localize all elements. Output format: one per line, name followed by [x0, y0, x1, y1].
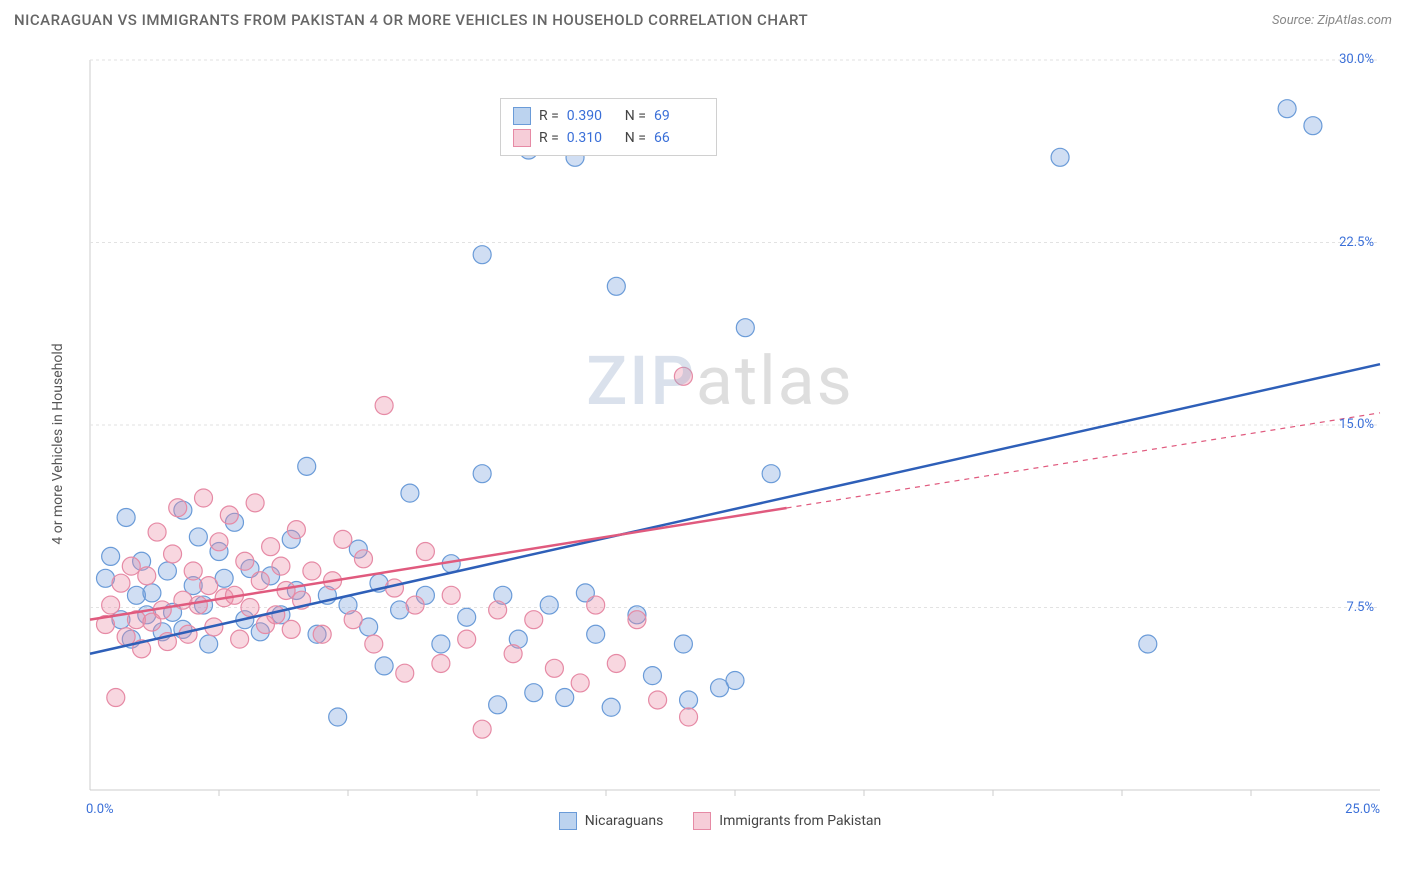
legend-swatch [559, 812, 577, 830]
y-tick-label: 7.5% [1346, 600, 1374, 615]
legend-correlation: R = 0.390 N = 69 R = 0.310 N = 66 [500, 98, 717, 156]
legend-r-value: 0.310 [567, 130, 617, 146]
scatter-chart [50, 50, 1390, 838]
legend-n-value: 69 [654, 108, 704, 124]
x-tick-label: 0.0% [86, 802, 114, 817]
legend-swatch [513, 107, 531, 125]
chart-container: 4 or more Vehicles in Household ZIPatlas… [50, 50, 1390, 838]
legend-correlation-row: R = 0.310 N = 66 [513, 127, 704, 149]
legend-n-label: N = [625, 108, 646, 124]
legend-series-item: Immigrants from Pakistan [693, 812, 881, 830]
x-tick-label: 25.0% [1345, 802, 1380, 817]
header-bar: NICARAGUAN VS IMMIGRANTS FROM PAKISTAN 4… [0, 0, 1406, 40]
legend-n-label: N = [625, 130, 646, 146]
legend-series: Nicaraguans Immigrants from Pakistan [50, 812, 1390, 830]
legend-n-value: 66 [654, 130, 704, 146]
legend-series-name: Immigrants from Pakistan [719, 813, 881, 829]
legend-series-name: Nicaraguans [585, 813, 664, 829]
legend-correlation-row: R = 0.390 N = 69 [513, 105, 704, 127]
source-attribution: Source: ZipAtlas.com [1272, 13, 1392, 28]
legend-swatch [513, 129, 531, 147]
y-tick-label: 15.0% [1339, 417, 1374, 432]
legend-r-label: R = [539, 130, 559, 146]
chart-title: NICARAGUAN VS IMMIGRANTS FROM PAKISTAN 4… [14, 11, 808, 29]
legend-swatch [693, 812, 711, 830]
y-tick-label: 22.5% [1339, 235, 1374, 250]
legend-r-label: R = [539, 108, 559, 124]
y-tick-label: 30.0% [1339, 52, 1374, 67]
legend-series-item: Nicaraguans [559, 812, 664, 830]
legend-r-value: 0.390 [567, 108, 617, 124]
